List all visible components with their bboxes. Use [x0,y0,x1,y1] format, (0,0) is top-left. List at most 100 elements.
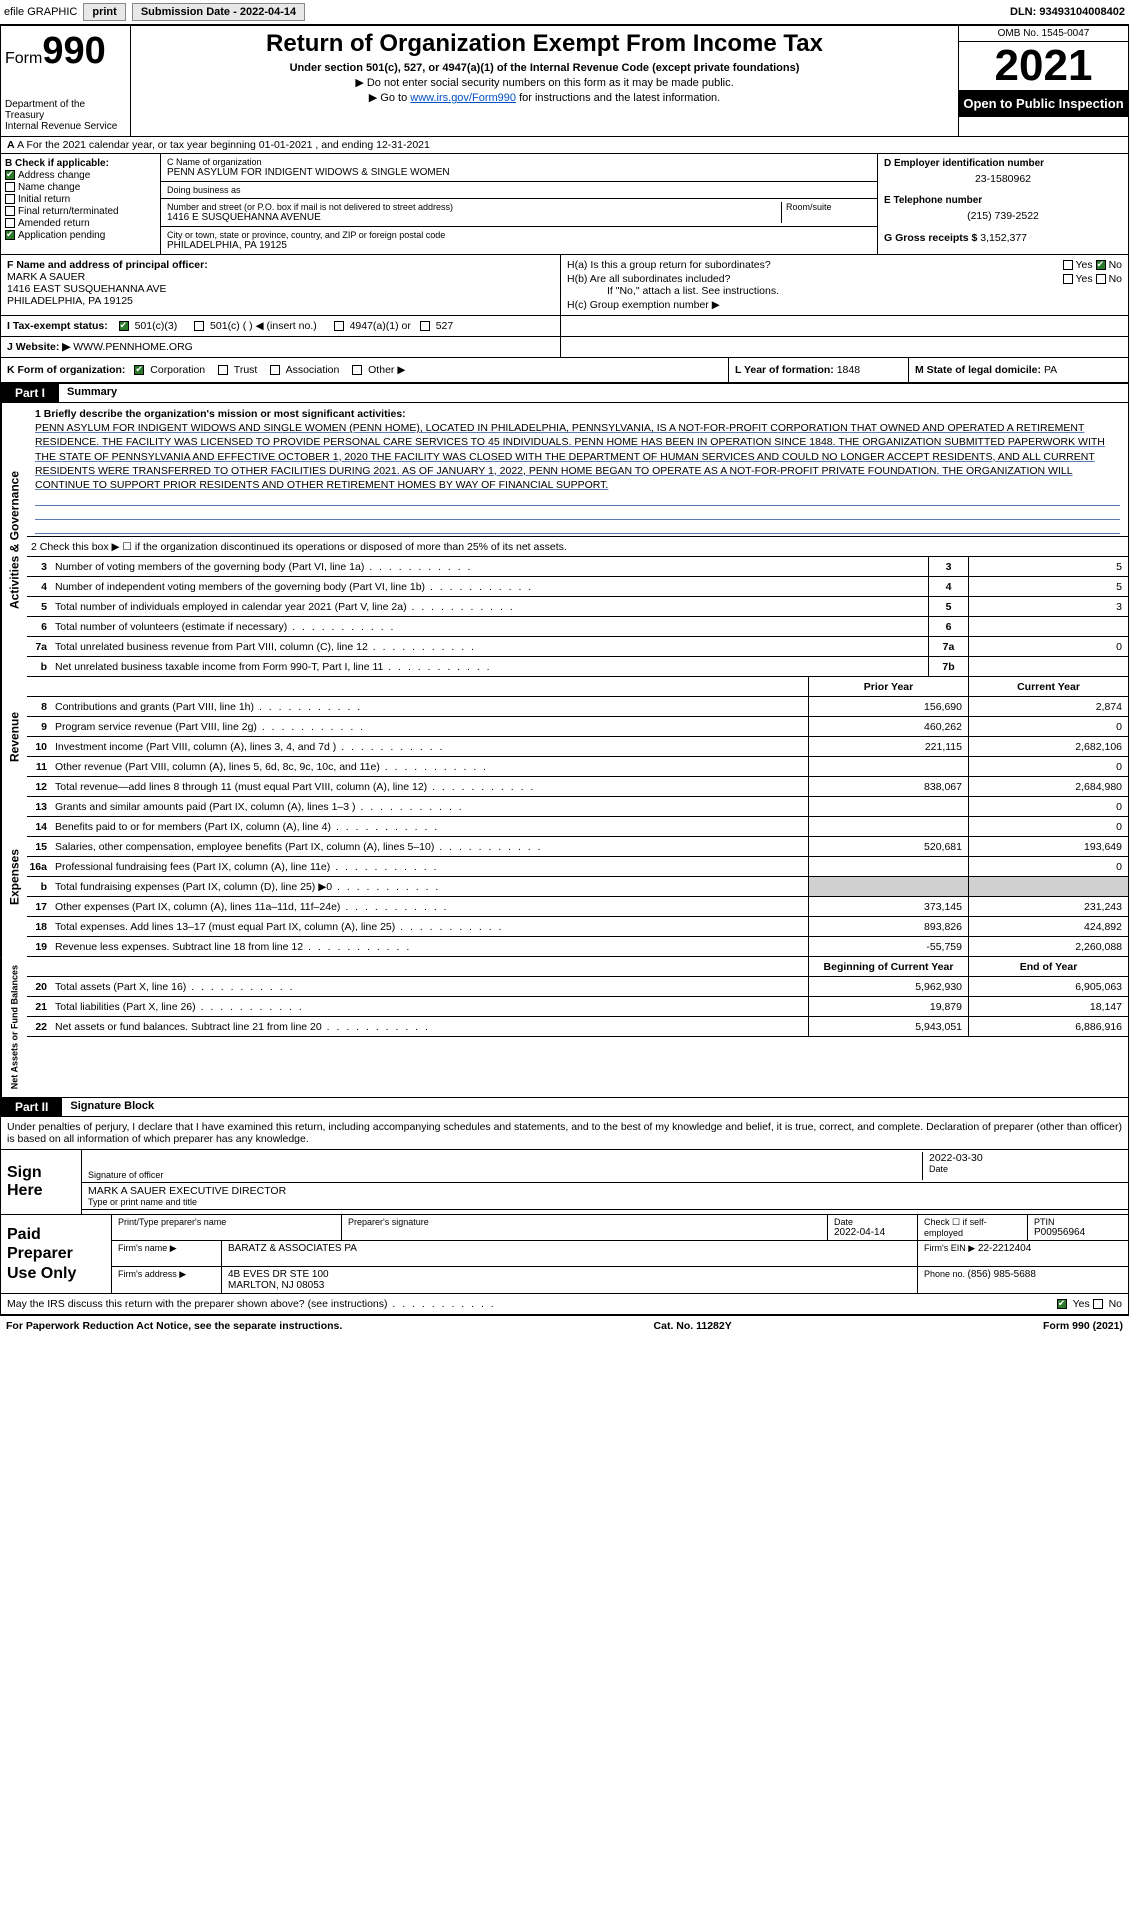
row-a-tax-year: A A For the 2021 calendar year, or tax y… [0,137,1129,154]
form-title: Return of Organization Exempt From Incom… [139,30,950,58]
summary-line: 19Revenue less expenses. Subtract line 1… [27,937,1128,957]
footer-right: Form 990 (2021) [1043,1320,1123,1332]
firm-name: BARATZ & ASSOCIATES PA [222,1241,918,1266]
summary-line: bTotal fundraising expenses (Part IX, co… [27,877,1128,897]
footer-left: For Paperwork Reduction Act Notice, see … [6,1320,342,1332]
summary-line: 5Total number of individuals employed in… [27,597,1128,617]
form990-link[interactable]: www.irs.gov/Form990 [410,92,516,104]
col-d-ein-tel: D Employer identification number 23-1580… [878,154,1128,254]
ha-yesno: Yes No [1063,259,1123,271]
open-public-badge: Open to Public Inspection [959,90,1128,117]
summary-line: 18Total expenses. Add lines 13–17 (must … [27,917,1128,937]
efile-label: efile GRAPHIC [4,6,77,18]
chk-name-change[interactable]: Name change [5,182,156,193]
summary-line: 20Total assets (Part X, line 16)5,962,93… [27,977,1128,997]
chk-amended-return[interactable]: Amended return [5,218,156,229]
col-c-org-info: C Name of organization PENN ASYLUM FOR I… [161,154,878,254]
submission-date-button[interactable]: Submission Date - 2022-04-14 [132,3,305,21]
block-fh: F Name and address of principal officer:… [0,254,1129,315]
dln: DLN: 93493104008402 [1010,6,1125,18]
chk-initial-return[interactable]: Initial return [5,194,156,205]
tax-year: 2021 [959,42,1128,90]
tax-exempt-status: I Tax-exempt status: 501(c)(3) 501(c) ( … [1,316,561,336]
irs-label: Internal Revenue Service [5,121,126,132]
summary-line: 11Other revenue (Part VIII, column (A), … [27,757,1128,777]
mission-text: PENN ASYLUM FOR INDIGENT WIDOWS AND SING… [35,421,1120,492]
discuss-row: May the IRS discuss this return with the… [1,1293,1128,1314]
block-bcd: B Check if applicable: Address change Na… [0,154,1129,254]
state-domicile: M State of legal domicile: PA [908,358,1128,382]
part1-expenses: Expenses 13Grants and similar amounts pa… [0,797,1129,957]
part1-header: Part I Summary [0,383,1129,403]
org-name: PENN ASYLUM FOR INDIGENT WIDOWS & SINGLE… [167,167,871,178]
year-formation: L Year of formation: 1848 [728,358,908,382]
form-of-org: K Form of organization: Corporation Trus… [1,358,728,382]
subtitle-2a: ▶ Do not enter social security numbers o… [139,76,950,89]
hb-yesno: Yes No [1063,273,1123,285]
part1-revenue: Revenue Prior Year Current Year 8Contrib… [0,677,1129,797]
vtab-net-assets: Net Assets or Fund Balances [1,957,27,1097]
street-address: 1416 E SUSQUEHANNA AVENUE [167,212,781,223]
gross-receipts: G Gross receipts $ 3,152,377 [884,232,1122,244]
summary-line: 7aTotal unrelated business revenue from … [27,637,1128,657]
netassets-col-header: Beginning of Current Year End of Year [27,957,1128,977]
omb-number: OMB No. 1545-0047 [959,26,1128,42]
summary-line: 21Total liabilities (Part X, line 26)19,… [27,997,1128,1017]
subtitle-2b: ▶ Go to www.irs.gov/Form990 for instruct… [139,91,950,104]
chk-final-return[interactable]: Final return/terminated [5,206,156,217]
summary-line: 14Benefits paid to or for members (Part … [27,817,1128,837]
signature-date: 2022-03-30 [929,1152,1122,1164]
summary-line: 17Other expenses (Part IX, column (A), l… [27,897,1128,917]
block-klm: K Form of organization: Corporation Trus… [0,357,1129,383]
header-right: OMB No. 1545-0047 2021 Open to Public In… [958,26,1128,136]
website: J Website: ▶ WWW.PENNHOME.ORG [1,337,561,357]
firm-phone: (856) 985-5688 [968,1269,1036,1280]
top-toolbar: efile GRAPHIC print Submission Date - 20… [0,0,1129,25]
chk-application-pending[interactable]: Application pending [5,230,156,241]
line-2: 2 Check this box ▶ ☐ if the organization… [27,537,1128,557]
paid-preparer-row: Paid Preparer Use Only Print/Type prepar… [1,1214,1128,1293]
firm-ein: 22-2212404 [978,1243,1031,1254]
block-j: J Website: ▶ WWW.PENNHOME.ORG [0,336,1129,357]
page-footer: For Paperwork Reduction Act Notice, see … [0,1315,1129,1336]
signature-declaration: Under penalties of perjury, I declare th… [1,1117,1128,1150]
block-i: I Tax-exempt status: 501(c)(3) 501(c) ( … [0,315,1129,336]
summary-line: 6Total number of volunteers (estimate if… [27,617,1128,637]
summary-line: 3Number of voting members of the governi… [27,557,1128,577]
revenue-col-header: Prior Year Current Year [27,677,1128,697]
part1-netassets: Net Assets or Fund Balances Beginning of… [0,957,1129,1098]
part1-body: Activities & Governance 1 Briefly descri… [0,403,1129,677]
summary-line: 4Number of independent voting members of… [27,577,1128,597]
print-button[interactable]: print [83,3,125,21]
summary-line: 13Grants and similar amounts paid (Part … [27,797,1128,817]
mission-block: 1 Briefly describe the organization's mi… [27,403,1128,537]
summary-line: 10Investment income (Part VIII, column (… [27,737,1128,757]
header-mid: Return of Organization Exempt From Incom… [131,26,958,136]
col-b-checkboxes: B Check if applicable: Address change Na… [1,154,161,254]
officer-name-title: MARK A SAUER EXECUTIVE DIRECTOR [88,1185,1122,1197]
telephone: (215) 739-2522 [884,206,1122,232]
principal-officer: F Name and address of principal officer:… [1,255,561,315]
signature-block: Under penalties of perjury, I declare th… [0,1117,1129,1315]
summary-line: 9Program service revenue (Part VIII, lin… [27,717,1128,737]
form-number: Form990 [5,30,126,73]
summary-line: 22Net assets or fund balances. Subtract … [27,1017,1128,1037]
part2-header: Part II Signature Block [0,1098,1129,1117]
summary-line: 16aProfessional fundraising fees (Part I… [27,857,1128,877]
subtitle-1: Under section 501(c), 527, or 4947(a)(1)… [139,62,950,74]
city-state-zip: PHILADELPHIA, PA 19125 [167,240,871,251]
dept-label: Department of the Treasury [5,99,126,121]
summary-line: bNet unrelated business taxable income f… [27,657,1128,677]
ein: 23-1580962 [884,169,1122,195]
summary-line: 12Total revenue—add lines 8 through 11 (… [27,777,1128,797]
vtab-activities-governance: Activities & Governance [1,403,27,677]
header-left: Form990 Department of the Treasury Inter… [1,26,131,136]
summary-line: 15Salaries, other compensation, employee… [27,837,1128,857]
group-return: H(a) Is this a group return for subordin… [561,255,1128,315]
ptin: P00956964 [1034,1227,1122,1238]
vtab-expenses: Expenses [1,797,27,957]
vtab-revenue: Revenue [1,677,27,797]
chk-address-change[interactable]: Address change [5,170,156,181]
discuss-yesno: Yes No [1057,1298,1122,1310]
sign-here-row: Sign Here Signature of officer 2022-03-3… [1,1150,1128,1214]
